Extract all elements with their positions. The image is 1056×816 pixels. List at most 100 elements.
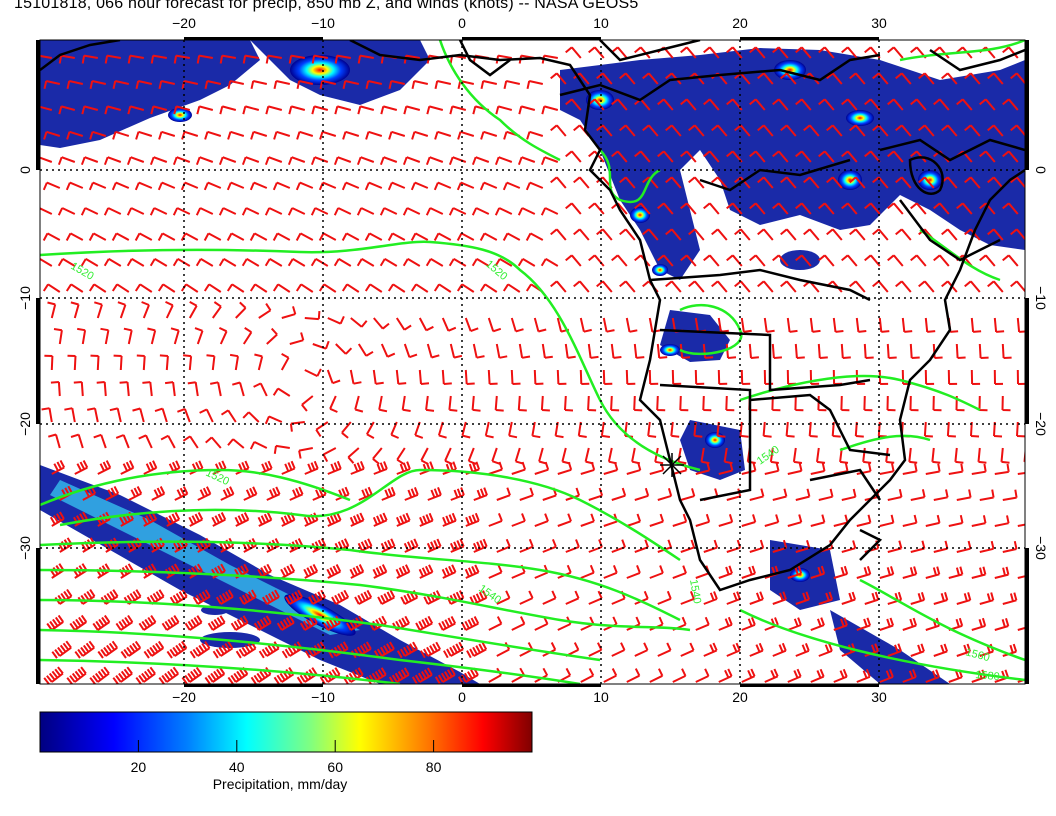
wind-barb bbox=[863, 343, 874, 359]
wind-barb bbox=[603, 565, 618, 579]
wind-barb bbox=[580, 564, 595, 579]
wind-barb bbox=[625, 317, 638, 333]
wind-barb bbox=[172, 207, 191, 216]
wind-barb bbox=[588, 590, 603, 605]
wind-barb bbox=[517, 258, 536, 267]
wind-barb bbox=[588, 254, 605, 267]
wind-barb bbox=[380, 538, 396, 553]
wind-barb bbox=[588, 487, 604, 501]
wind-barb bbox=[350, 461, 365, 475]
wind-barb bbox=[74, 460, 89, 475]
wind-barb bbox=[987, 280, 1004, 293]
wind-barb bbox=[703, 150, 720, 163]
wind-barb bbox=[833, 514, 849, 527]
wind-barb bbox=[418, 317, 434, 332]
wind-barb bbox=[265, 105, 283, 115]
wind-barb bbox=[726, 202, 743, 215]
wind-barb bbox=[196, 54, 213, 64]
wind-barb bbox=[550, 72, 567, 85]
wind-barb bbox=[665, 228, 682, 241]
wind-barb bbox=[103, 207, 122, 216]
wind-barb bbox=[1016, 317, 1025, 333]
wind-barb bbox=[142, 381, 153, 397]
wind-barb bbox=[680, 46, 697, 59]
wind-barb bbox=[979, 592, 995, 605]
wind-barb bbox=[181, 130, 199, 140]
wind-barb bbox=[334, 105, 352, 115]
wind-barb bbox=[550, 280, 567, 293]
wind-barb bbox=[219, 105, 237, 115]
wind-barb bbox=[725, 343, 737, 359]
wind-barb bbox=[887, 150, 904, 163]
wind-barb bbox=[579, 369, 590, 385]
lat-tick-label-right: −10 bbox=[1033, 286, 1049, 310]
wind-barb bbox=[425, 258, 444, 267]
wind-barb bbox=[607, 447, 617, 465]
wind-barb bbox=[188, 301, 198, 319]
wind-barb bbox=[970, 369, 981, 385]
wind-barb bbox=[250, 130, 268, 140]
lon-tick-label-top: 30 bbox=[871, 15, 887, 31]
wind-barb bbox=[994, 463, 1010, 475]
wind-barb bbox=[457, 80, 475, 90]
wind-barb bbox=[227, 80, 245, 90]
wind-barb bbox=[642, 228, 659, 241]
wind-barb bbox=[895, 280, 912, 293]
wind-barb bbox=[519, 538, 534, 553]
wind-barb bbox=[987, 228, 1004, 241]
wind-barb bbox=[358, 486, 373, 501]
wind-barb bbox=[411, 667, 433, 684]
wind-barb bbox=[42, 283, 61, 293]
wind-barb bbox=[818, 98, 835, 111]
wind-barb bbox=[887, 488, 903, 501]
wind-barb bbox=[971, 515, 987, 527]
wind-barb bbox=[540, 156, 559, 166]
wind-barb bbox=[88, 181, 107, 191]
wind-barb bbox=[540, 207, 559, 216]
wind-barb bbox=[373, 641, 395, 659]
wind-barb bbox=[757, 280, 774, 293]
wind-barb bbox=[226, 232, 245, 241]
wind-barb bbox=[933, 643, 949, 657]
wind-barb bbox=[58, 54, 75, 64]
wind-barb bbox=[272, 387, 291, 397]
wind-barb bbox=[127, 105, 145, 115]
wind-barb bbox=[795, 488, 811, 501]
wind-barb bbox=[134, 232, 153, 241]
wind-barb bbox=[979, 254, 996, 267]
wind-barb bbox=[649, 462, 665, 475]
wind-barb bbox=[780, 228, 797, 241]
wind-barb bbox=[135, 80, 153, 90]
wind-barb bbox=[749, 98, 766, 111]
wind-barb bbox=[941, 124, 958, 137]
wind-barb bbox=[472, 343, 485, 359]
wind-barb bbox=[694, 369, 705, 385]
wind-barb bbox=[803, 124, 820, 137]
wind-barb bbox=[688, 124, 705, 137]
wind-barb bbox=[588, 46, 605, 59]
wind-barb bbox=[243, 486, 258, 501]
wind-barb bbox=[856, 463, 872, 475]
wind-barb bbox=[510, 317, 524, 333]
wind-barb bbox=[115, 614, 134, 631]
wind-barb bbox=[826, 228, 843, 241]
wind-barb bbox=[141, 301, 150, 319]
wind-barb bbox=[311, 538, 327, 553]
lon-tick-label-top: −20 bbox=[172, 15, 196, 31]
wind-barb bbox=[741, 668, 756, 683]
wind-barb bbox=[502, 181, 521, 191]
wind-barb bbox=[909, 343, 920, 359]
wind-barb bbox=[879, 514, 895, 527]
wind-barb bbox=[333, 258, 352, 267]
wind-barb bbox=[856, 668, 871, 683]
wind-barb bbox=[182, 435, 199, 449]
wind-barb bbox=[810, 617, 825, 631]
wind-barb bbox=[771, 343, 782, 359]
wind-barb bbox=[218, 156, 237, 166]
wind-barb bbox=[281, 306, 297, 319]
wind-barb bbox=[841, 98, 858, 111]
wind-barb bbox=[573, 228, 590, 241]
wind-barb bbox=[118, 563, 134, 579]
wind-barb bbox=[395, 512, 411, 527]
